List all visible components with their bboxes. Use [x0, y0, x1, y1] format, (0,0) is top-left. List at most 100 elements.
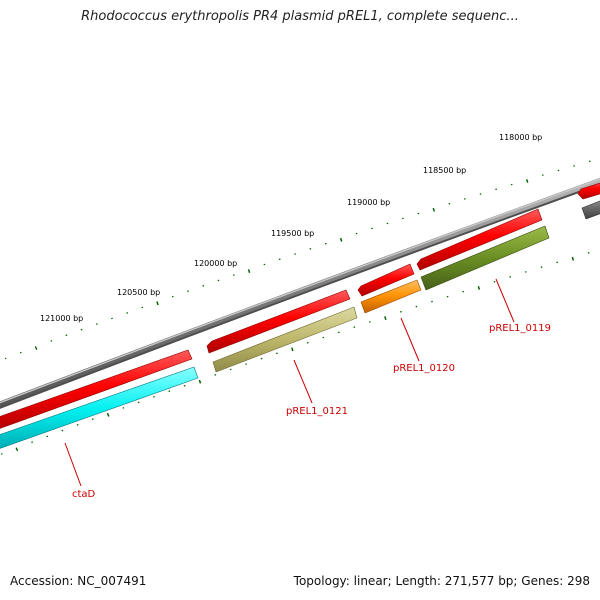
scale-tick — [417, 212, 420, 215]
scale-tick — [245, 363, 247, 365]
scale-label: 118000 bp — [499, 133, 542, 142]
scale-tick — [217, 279, 220, 282]
scale-label: 119500 bp — [271, 229, 314, 238]
map-title: Rhodococcus erythropolis PR4 plasmid pRE… — [81, 9, 519, 24]
scale-tick — [15, 447, 19, 452]
forward-strand-features[interactable] — [0, 180, 600, 432]
leader-line-pREL1_0121 — [293, 359, 313, 404]
gene-label-ctaD[interactable]: ctaD — [72, 489, 96, 500]
scale-tick — [141, 306, 144, 309]
scale-tick — [198, 379, 202, 384]
cds-feature-arrow[interactable] — [577, 180, 600, 200]
genes-value: 298 — [567, 574, 590, 588]
topology-value: linear — [353, 574, 388, 588]
scale-tick — [371, 227, 373, 230]
scale-tick — [126, 312, 129, 314]
outer-scale-ticks — [4, 160, 591, 360]
scale-tick — [4, 357, 7, 360]
scale-tick — [171, 295, 174, 298]
gene-pREL1_0121[interactable] — [212, 306, 358, 373]
scale-tick — [61, 429, 64, 432]
scale-tick — [183, 384, 186, 387]
scale-tick — [260, 357, 263, 360]
scale-tick — [541, 174, 544, 176]
scale-tick — [278, 258, 281, 261]
scale-tick — [415, 305, 418, 308]
scale-tick — [495, 188, 497, 191]
scale-tick — [46, 435, 49, 438]
gene-label-leaders — [64, 278, 515, 487]
scale-tick — [156, 301, 159, 306]
gene-label-pREL1_0120[interactable]: pREL1_0120 — [393, 363, 455, 374]
sequence-summary: Topology: linear; Length: 271,577 bp; Ge… — [293, 574, 590, 588]
scale-tick — [50, 340, 53, 342]
scale-tick — [137, 401, 140, 404]
scale-tick — [510, 183, 513, 186]
gene-pREL1_0119[interactable] — [420, 225, 550, 291]
scale-tick — [309, 248, 312, 250]
scale-tick — [324, 242, 327, 245]
sequence-backbone — [0, 177, 600, 409]
scale-tick — [214, 374, 217, 376]
scale-tick — [232, 274, 235, 276]
scale-tick — [0, 453, 3, 455]
scale-tick — [573, 165, 575, 167]
scale-tick — [322, 336, 325, 339]
accession-label: Accession: — [10, 574, 74, 588]
inner-scale-ticks — [0, 252, 590, 455]
scale-tick — [337, 331, 340, 334]
scale-tick — [571, 256, 575, 261]
cds-feature-arrow[interactable] — [416, 208, 543, 271]
scale-tick — [153, 395, 155, 398]
scale-tick — [65, 334, 68, 337]
scale-tick — [34, 346, 38, 350]
scale-tick — [493, 280, 496, 283]
scale-tick — [446, 295, 449, 298]
scale-tick — [431, 300, 433, 303]
cds-feature-arrow[interactable] — [206, 289, 351, 354]
scale-tick — [19, 351, 22, 354]
leader-line-pREL1_0119 — [495, 278, 515, 323]
scale-tick — [386, 222, 389, 225]
gene-labels: pREL1_0119 pREL1_0120 pREL1_0121 ctaD — [72, 323, 551, 500]
reverse-strand-features[interactable] — [0, 197, 600, 452]
scale-tick — [294, 253, 296, 255]
scale-tick — [106, 412, 110, 417]
gene-label-pREL1_0121[interactable]: pREL1_0121 — [286, 406, 348, 417]
gene-pREL1_0120[interactable] — [360, 279, 422, 314]
scale-tick — [122, 407, 125, 409]
scale-tick — [384, 316, 387, 320]
scale-tick — [187, 290, 189, 292]
scale-tick — [276, 352, 278, 355]
gene-ctaD[interactable] — [0, 366, 199, 452]
scale-labels: 121000 bp 120500 bp 120000 bp 119500 bp … — [40, 133, 542, 323]
scale-tick — [339, 237, 343, 242]
scale-tick — [479, 193, 482, 195]
scale-tick — [80, 328, 83, 331]
scale-tick — [524, 271, 527, 273]
scale-tick — [263, 263, 266, 266]
scale-label: 119000 bp — [347, 198, 390, 207]
scale-tick — [587, 252, 590, 254]
scale-label: 121000 bp — [40, 314, 83, 323]
scale-tick — [111, 317, 113, 320]
scale-label: 120500 bp — [117, 288, 160, 297]
length-label: Length: — [395, 574, 441, 588]
scale-tick — [247, 269, 251, 273]
scale-tick — [400, 310, 402, 313]
scale-tick — [355, 232, 358, 235]
accession-value: NC_007491 — [77, 574, 147, 588]
gene-label-pREL1_0119[interactable]: pREL1_0119 — [489, 323, 551, 334]
leader-line-ctaD — [64, 442, 82, 487]
scale-label: 118500 bp — [423, 166, 466, 175]
scale-tick — [95, 323, 98, 325]
cds-feature-arrow[interactable] — [357, 263, 415, 297]
scale-tick — [168, 390, 171, 393]
accession-info: Accession: NC_007491 — [10, 574, 146, 588]
cds-feature[interactable] — [0, 349, 193, 432]
scale-tick — [202, 285, 205, 287]
scale-tick — [291, 347, 294, 352]
scale-tick — [353, 326, 356, 328]
unnamed-gene[interactable] — [581, 197, 600, 220]
